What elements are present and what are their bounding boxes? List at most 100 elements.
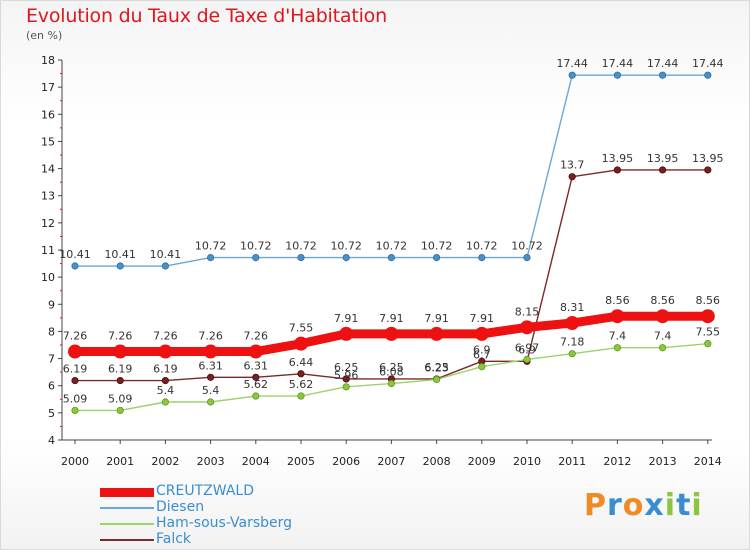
logo-letter: x — [644, 488, 665, 523]
data-label: 6.23 — [424, 361, 449, 374]
data-point — [565, 316, 580, 331]
data-point — [203, 344, 218, 359]
y-tick-label: 17 — [41, 81, 55, 94]
x-tick-label: 2013 — [649, 455, 677, 468]
data-label: 6.31 — [244, 359, 269, 372]
data-point — [113, 344, 128, 359]
data-point — [252, 392, 260, 400]
data-label: 6.97 — [515, 341, 540, 354]
y-tick-label: 15 — [41, 135, 55, 148]
y-tick-label: 11 — [41, 244, 55, 257]
data-label: 10.72 — [466, 240, 498, 253]
data-point — [387, 379, 395, 388]
data-point — [700, 309, 715, 324]
data-label: 10.41 — [150, 248, 182, 261]
data-label: 7.26 — [244, 330, 269, 343]
logo-letter: r — [607, 488, 623, 523]
data-point — [339, 326, 354, 341]
data-label: 7.26 — [153, 330, 178, 343]
data-point — [342, 375, 350, 383]
data-label: 8.56 — [605, 294, 630, 307]
data-label: 7.55 — [289, 322, 314, 335]
data-label: 6.7 — [473, 349, 491, 362]
data-point — [161, 262, 169, 270]
data-point — [207, 254, 215, 262]
data-label: 7.4 — [609, 330, 627, 343]
data-point — [658, 344, 667, 352]
y-tick-label: 14 — [41, 163, 55, 176]
data-label: 10.72 — [240, 240, 272, 253]
x-tick-label: 2008 — [423, 455, 451, 468]
data-label: 17.44 — [692, 57, 724, 70]
data-point — [161, 376, 169, 385]
data-label: 10.72 — [330, 240, 362, 253]
data-point — [613, 71, 622, 79]
data-label: 6.19 — [108, 363, 133, 376]
y-tick-label: 16 — [41, 108, 55, 121]
data-point — [161, 398, 169, 406]
data-label: 5.4 — [157, 384, 175, 397]
data-label: 7.26 — [108, 330, 133, 343]
data-label: 17.44 — [602, 57, 634, 70]
x-tick-label: 2005 — [287, 455, 315, 468]
data-label: 17.44 — [556, 57, 588, 70]
legend-swatch — [100, 539, 154, 541]
data-point — [478, 363, 486, 371]
data-label: 6.08 — [379, 366, 404, 379]
data-label: 10.72 — [421, 240, 453, 253]
data-label: 8.15 — [515, 305, 540, 318]
data-point — [71, 406, 79, 415]
data-point — [523, 254, 531, 262]
legend-label: CREUTZWALD — [156, 483, 254, 499]
data-label: 10.72 — [376, 240, 408, 253]
data-label: 7.26 — [198, 330, 223, 343]
data-point — [387, 254, 395, 262]
data-label: 6.19 — [63, 363, 88, 376]
x-tick-label: 2000 — [61, 455, 89, 468]
data-label: 13.95 — [692, 152, 724, 165]
data-point — [71, 262, 79, 270]
data-label: 6.9 — [473, 343, 491, 356]
x-tick-label: 2003 — [197, 455, 225, 468]
legend-label: Ham-sous-Varsberg — [156, 515, 293, 531]
y-tick-label: 12 — [41, 217, 55, 230]
logo-letter: P — [584, 488, 607, 523]
y-tick-label: 10 — [41, 271, 55, 284]
data-label: 8.31 — [560, 301, 585, 314]
data-label: 8.56 — [696, 294, 721, 307]
data-label: 5.62 — [289, 378, 314, 391]
data-label: 10.72 — [511, 240, 543, 253]
data-point — [342, 383, 350, 391]
y-tick-label: 9 — [48, 298, 55, 311]
logo-letter: o — [622, 488, 645, 523]
data-label: 10.41 — [104, 248, 136, 261]
data-label: 6.25 — [424, 361, 449, 374]
data-point — [294, 336, 308, 351]
data-label: 10.41 — [59, 248, 91, 261]
data-label: 7.4 — [654, 330, 672, 343]
data-label: 5.09 — [63, 392, 88, 405]
data-point — [658, 71, 667, 79]
x-tick-label: 2012 — [603, 455, 631, 468]
data-point — [568, 173, 576, 181]
data-label: 6.31 — [198, 359, 223, 372]
data-point — [704, 166, 712, 174]
data-point — [384, 326, 399, 341]
data-point — [520, 320, 534, 335]
data-point — [432, 254, 441, 262]
data-label: 7.26 — [63, 330, 88, 343]
data-point — [432, 375, 441, 384]
data-label: 10.72 — [285, 240, 317, 253]
data-label: 6.19 — [153, 363, 178, 376]
data-point — [478, 254, 486, 262]
data-point — [207, 398, 215, 406]
data-point — [704, 340, 712, 348]
data-label: 6.25 — [379, 361, 404, 374]
logo-letter: i — [664, 488, 677, 523]
data-point — [68, 344, 82, 359]
data-point — [252, 373, 260, 381]
logo-letter: t — [676, 488, 692, 523]
legend-label: Diesen — [156, 499, 205, 515]
data-label: 6.25 — [334, 361, 359, 374]
data-point — [297, 370, 305, 378]
